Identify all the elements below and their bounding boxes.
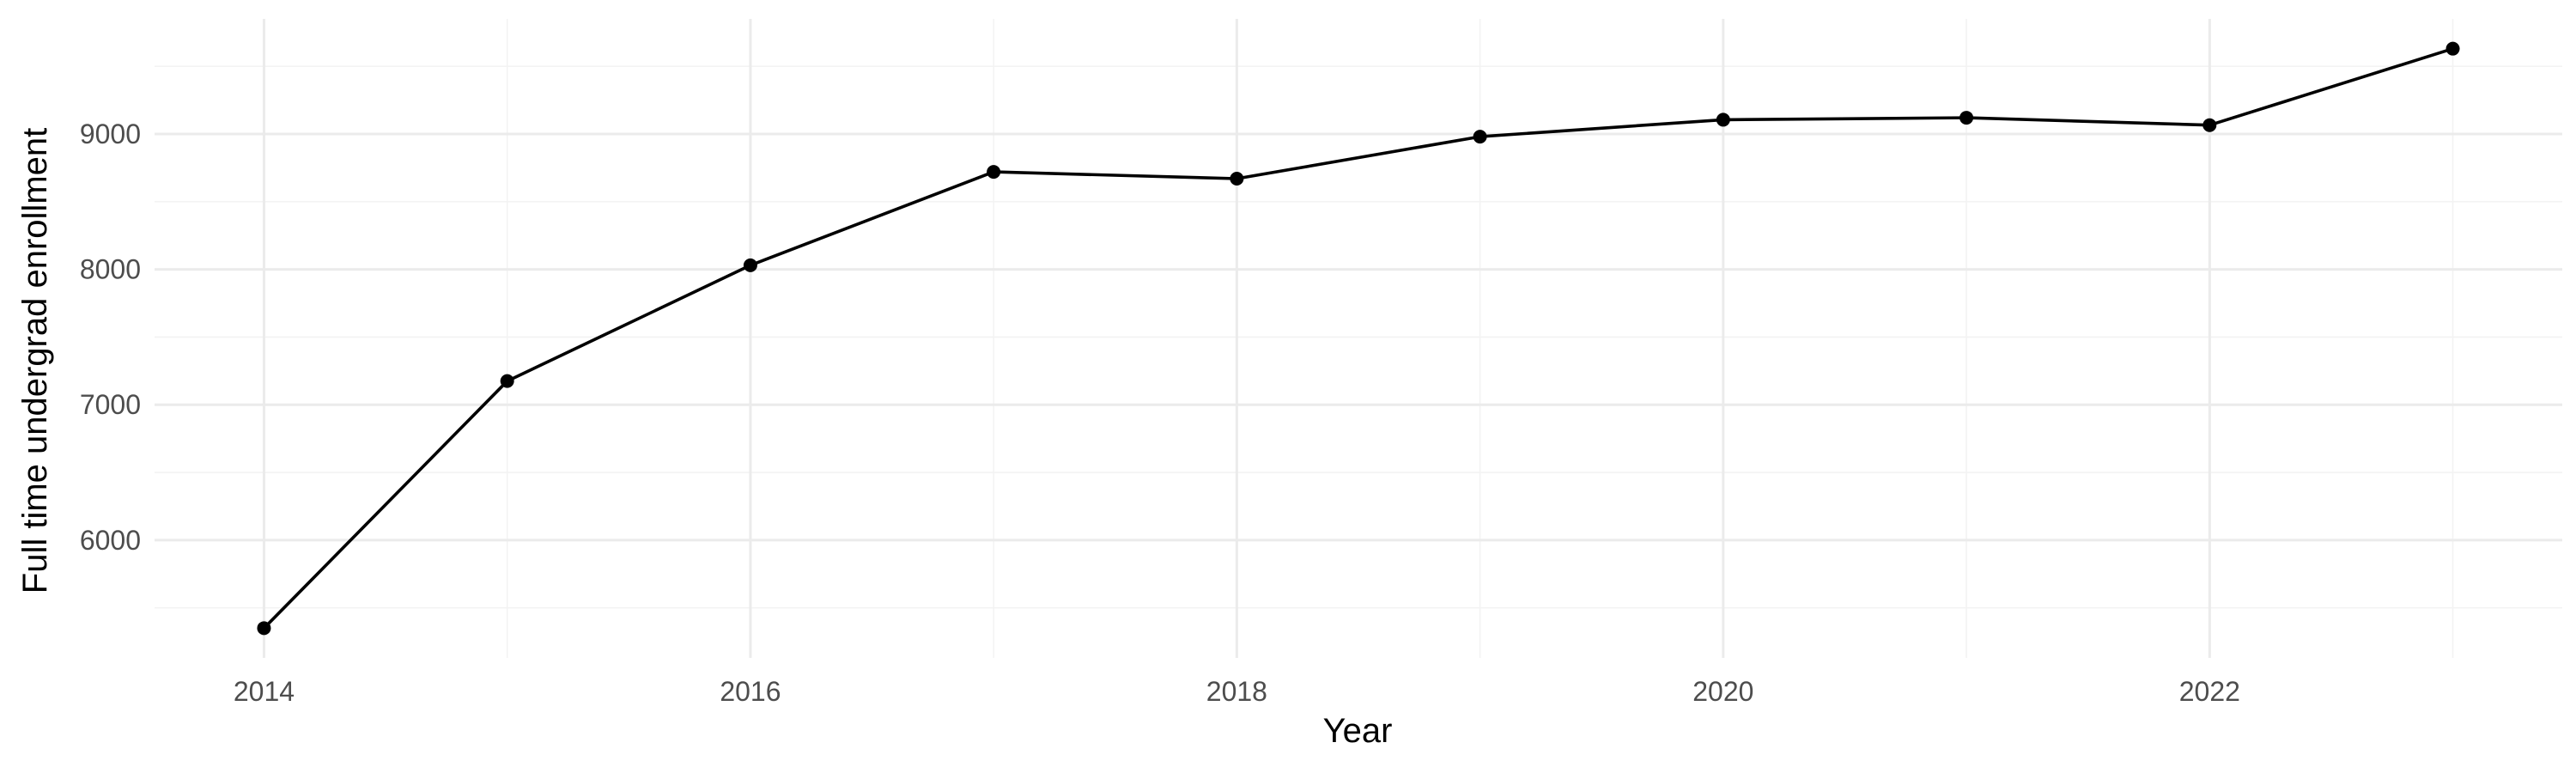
x-tick-label: 2022 <box>2179 676 2240 707</box>
data-point <box>1959 111 1974 125</box>
x-tick-label: 2018 <box>1206 676 1267 707</box>
x-tick-label: 2016 <box>720 676 781 707</box>
x-tick-labels: 2014 2016 2018 2020 2022 <box>234 676 2240 707</box>
data-point <box>257 621 271 636</box>
data-point <box>743 258 757 272</box>
major-gridlines-x <box>262 19 2211 658</box>
y-tick-label: 8000 <box>80 254 141 285</box>
data-point <box>1230 172 1244 186</box>
y-tick-label: 7000 <box>80 389 141 420</box>
x-tick-label: 2020 <box>1692 676 1753 707</box>
y-axis-title: Full time undergrad enrollment <box>16 128 54 593</box>
minor-gridlines-y <box>155 65 2562 609</box>
data-point <box>1473 130 1487 144</box>
y-tick-label: 9000 <box>80 119 141 149</box>
major-gridlines-y <box>155 132 2562 542</box>
data-point <box>2202 118 2217 132</box>
y-tick-label: 6000 <box>80 525 141 556</box>
x-axis-title: Year <box>1323 712 1393 750</box>
data-point <box>2445 41 2460 56</box>
data-points <box>257 41 2460 636</box>
data-point <box>987 165 1001 180</box>
enrollment-line <box>263 46 2454 630</box>
x-tick-label: 2014 <box>234 676 295 707</box>
minor-gridlines-x <box>506 19 2454 658</box>
data-point <box>1716 113 1730 127</box>
y-tick-labels: 6000 7000 8000 9000 <box>80 119 141 556</box>
data-point <box>500 374 514 388</box>
